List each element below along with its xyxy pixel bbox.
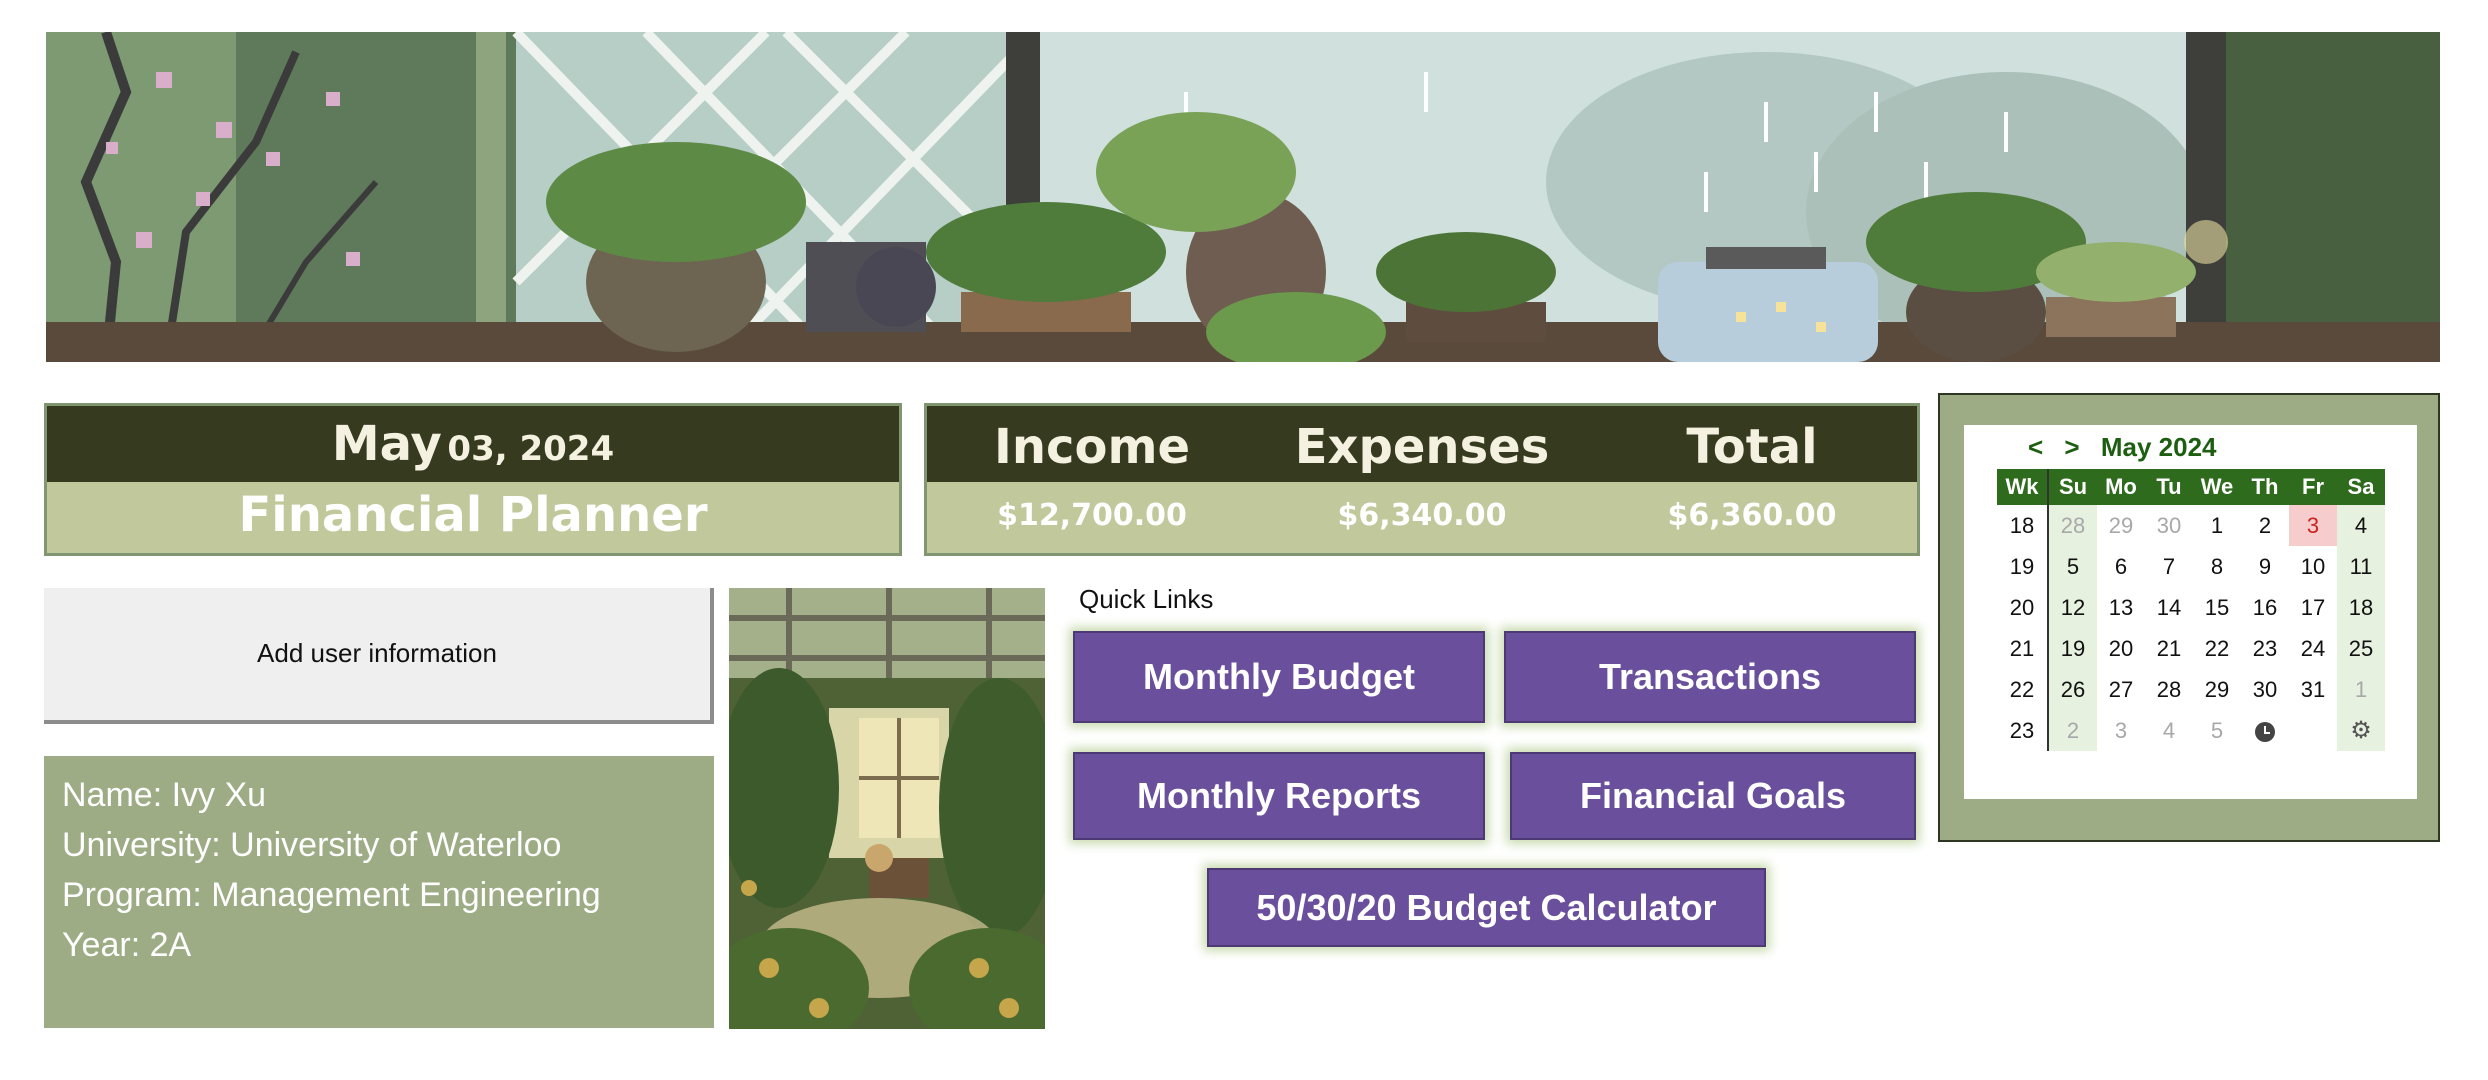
next-month-button[interactable]: > bbox=[2064, 432, 2080, 462]
calendar-day[interactable]: 5 bbox=[2048, 546, 2097, 587]
page-title: Financial Planner bbox=[238, 487, 708, 543]
current-date: May 03, 2024 bbox=[47, 406, 899, 482]
user-university: University: University of Waterloo bbox=[62, 826, 562, 864]
calendar-day[interactable]: 29 bbox=[2204, 676, 2230, 702]
calendar-day[interactable]: 18 bbox=[2337, 587, 2385, 628]
week-number: 18 bbox=[1997, 505, 2049, 546]
calendar-day[interactable]: 22 bbox=[2204, 635, 2230, 661]
calendar-day[interactable]: 28 bbox=[2048, 505, 2097, 546]
calendar-day[interactable]: 5 bbox=[2210, 717, 2224, 743]
calendar-day[interactable]: 12 bbox=[2048, 587, 2097, 628]
calendar-day[interactable]: 27 bbox=[2108, 676, 2134, 702]
calendar-day[interactable]: 8 bbox=[2210, 553, 2224, 579]
calendar-day[interactable]: 4 bbox=[2162, 717, 2176, 743]
calendar-day[interactable]: 13 bbox=[2108, 594, 2134, 620]
calendar-day[interactable]: 1 bbox=[2337, 669, 2385, 710]
calendar-day[interactable]: ⚙ bbox=[2337, 710, 2385, 751]
week-column-header: Wk bbox=[1997, 469, 2049, 505]
week-number: 20 bbox=[1997, 587, 2049, 628]
week-number: 19 bbox=[1997, 546, 2049, 587]
calendar-grid: Wk Su Mo Tu We Th Fr Sa 18 28 29 30 1 2 3 4 19 5 6 7 8 9 10 11… bbox=[1997, 469, 2385, 751]
income-value: $12,700.00 bbox=[997, 498, 1187, 533]
week-number: 21 bbox=[1997, 628, 2049, 669]
calendar-day[interactable]: 15 bbox=[2204, 594, 2230, 620]
calendar-week-row: 23 2 3 4 5 ⚙ bbox=[1997, 710, 2385, 751]
date-day-year: 03, 2024 bbox=[447, 429, 615, 469]
prev-month-button[interactable]: < bbox=[2028, 432, 2044, 462]
calendar-month-label: May 2024 bbox=[2100, 432, 2217, 462]
financial-goals-button[interactable]: Financial Goals bbox=[1510, 752, 1916, 840]
expenses-value: $6,340.00 bbox=[1337, 498, 1507, 533]
calendar-day[interactable] bbox=[2289, 710, 2337, 751]
income-label: Income bbox=[993, 419, 1191, 475]
add-user-info-button[interactable]: Add user information bbox=[44, 588, 714, 724]
calendar-day[interactable]: 30 bbox=[2252, 676, 2278, 702]
calendar-week-row: 18 28 29 30 1 2 3 4 bbox=[1997, 505, 2385, 546]
expenses-label: Expenses bbox=[1294, 419, 1550, 475]
calendar-day[interactable]: 24 bbox=[2300, 635, 2326, 661]
user-program: Program: Management Engineering bbox=[62, 876, 601, 914]
week-number: 22 bbox=[1997, 669, 2049, 710]
date-title-panel: May 03, 2024 Financial Planner bbox=[44, 403, 902, 556]
calendar-day[interactable]: 19 bbox=[2048, 628, 2097, 669]
transactions-button[interactable]: Transactions bbox=[1504, 631, 1916, 723]
total-label: Total bbox=[1686, 419, 1818, 475]
quick-links-label: Quick Links bbox=[1079, 584, 1214, 614]
calendar-week-row: 21 19 20 21 22 23 24 25 bbox=[1997, 628, 2385, 669]
calendar-day[interactable]: 23 bbox=[2252, 635, 2278, 661]
user-name: Name: Ivy Xu bbox=[62, 776, 267, 814]
clock-icon[interactable] bbox=[2255, 721, 2275, 742]
totals-panel: Income Expenses Total $12,700.00 $6,340.… bbox=[924, 403, 1920, 556]
calendar-day[interactable]: 26 bbox=[2048, 669, 2097, 710]
calendar-day[interactable]: 30 bbox=[2156, 512, 2182, 538]
banner-image bbox=[46, 32, 2440, 362]
weekday-header: Tu bbox=[2145, 469, 2193, 505]
calendar-day[interactable]: 20 bbox=[2108, 635, 2134, 661]
user-info-panel: Name: Ivy Xu University: University of W… bbox=[44, 756, 714, 1028]
calendar-day[interactable]: 9 bbox=[2258, 553, 2272, 579]
calendar-day[interactable]: 16 bbox=[2252, 594, 2278, 620]
greenhouse-illustration bbox=[729, 588, 1045, 1029]
calendar-day[interactable]: 1 bbox=[2210, 512, 2224, 538]
calendar-day[interactable]: 28 bbox=[2156, 676, 2182, 702]
calendar-day[interactable]: 25 bbox=[2337, 628, 2385, 669]
calendar-day[interactable]: 2 bbox=[2048, 710, 2097, 751]
monthly-budget-button[interactable]: Monthly Budget bbox=[1073, 631, 1485, 723]
calendar-day[interactable]: 3 bbox=[2114, 717, 2128, 743]
calendar-day[interactable]: 2 bbox=[2258, 512, 2272, 538]
calendar-day[interactable]: 3 bbox=[2289, 505, 2337, 546]
calendar-header: < > May 2024 bbox=[2028, 432, 2231, 463]
calendar-week-row: 19 5 6 7 8 9 10 11 bbox=[1997, 546, 2385, 587]
week-number: 23 bbox=[1997, 710, 2049, 751]
weekday-header: Su bbox=[2048, 469, 2097, 505]
calendar-week-row: 20 12 13 14 15 16 17 18 bbox=[1997, 587, 2385, 628]
calendar-day[interactable]: 7 bbox=[2162, 553, 2176, 579]
total-value: $6,360.00 bbox=[1667, 498, 1837, 533]
date-month: May bbox=[331, 416, 442, 472]
calendar-day[interactable] bbox=[2241, 710, 2289, 751]
weekday-header: Th bbox=[2241, 469, 2289, 505]
budget-calculator-button[interactable]: 50/30/20 Budget Calculator bbox=[1207, 868, 1766, 947]
calendar-day[interactable]: 4 bbox=[2337, 505, 2385, 546]
user-year: Year: 2A bbox=[62, 926, 192, 964]
calendar-week-row: 22 26 27 28 29 30 31 1 bbox=[1997, 669, 2385, 710]
weekday-header: We bbox=[2193, 469, 2241, 505]
calendar-day[interactable]: 21 bbox=[2156, 635, 2182, 661]
calendar-day[interactable]: 29 bbox=[2108, 512, 2134, 538]
weekday-header: Mo bbox=[2097, 469, 2145, 505]
calendar-day[interactable]: 6 bbox=[2114, 553, 2128, 579]
calendar-day[interactable]: 14 bbox=[2156, 594, 2182, 620]
weekday-header: Sa bbox=[2337, 469, 2385, 505]
weekday-header: Fr bbox=[2289, 469, 2337, 505]
calendar-day[interactable]: 11 bbox=[2337, 546, 2385, 587]
monthly-reports-button[interactable]: Monthly Reports bbox=[1073, 752, 1485, 840]
calendar-day[interactable]: 31 bbox=[2300, 676, 2326, 702]
calendar-day[interactable]: 17 bbox=[2300, 594, 2326, 620]
gear-icon[interactable]: ⚙ bbox=[2350, 717, 2372, 744]
calendar-day[interactable]: 10 bbox=[2300, 553, 2326, 579]
